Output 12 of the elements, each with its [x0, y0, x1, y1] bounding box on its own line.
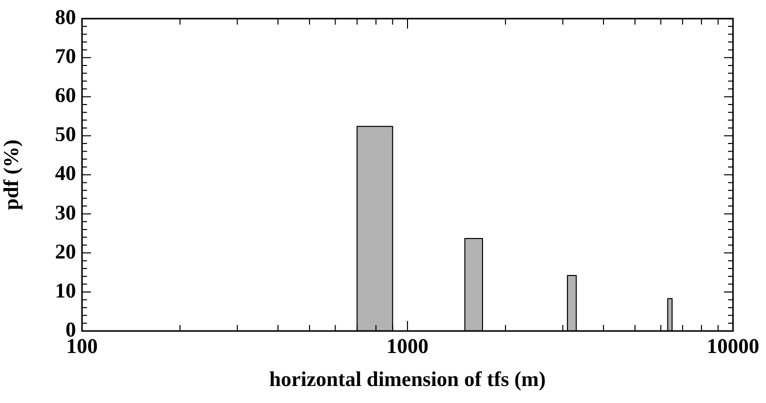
- x-tick-label: 1000: [386, 334, 428, 358]
- y-tick-label: 30: [55, 200, 76, 224]
- y-axis-title: pdf (%): [0, 140, 24, 210]
- x-tick-label: 10000: [706, 334, 760, 358]
- x-axis-title: horizontal dimension of tfs (m): [269, 366, 546, 391]
- y-tick-label: 10: [55, 278, 76, 302]
- y-tick-label: 80: [55, 5, 76, 30]
- y-tick-label: 50: [55, 122, 76, 146]
- y-tick-label: 40: [55, 161, 76, 186]
- y-tick-label: 60: [55, 83, 76, 108]
- y-tick-label: 20: [55, 239, 76, 264]
- y-tick-label: 70: [55, 44, 76, 68]
